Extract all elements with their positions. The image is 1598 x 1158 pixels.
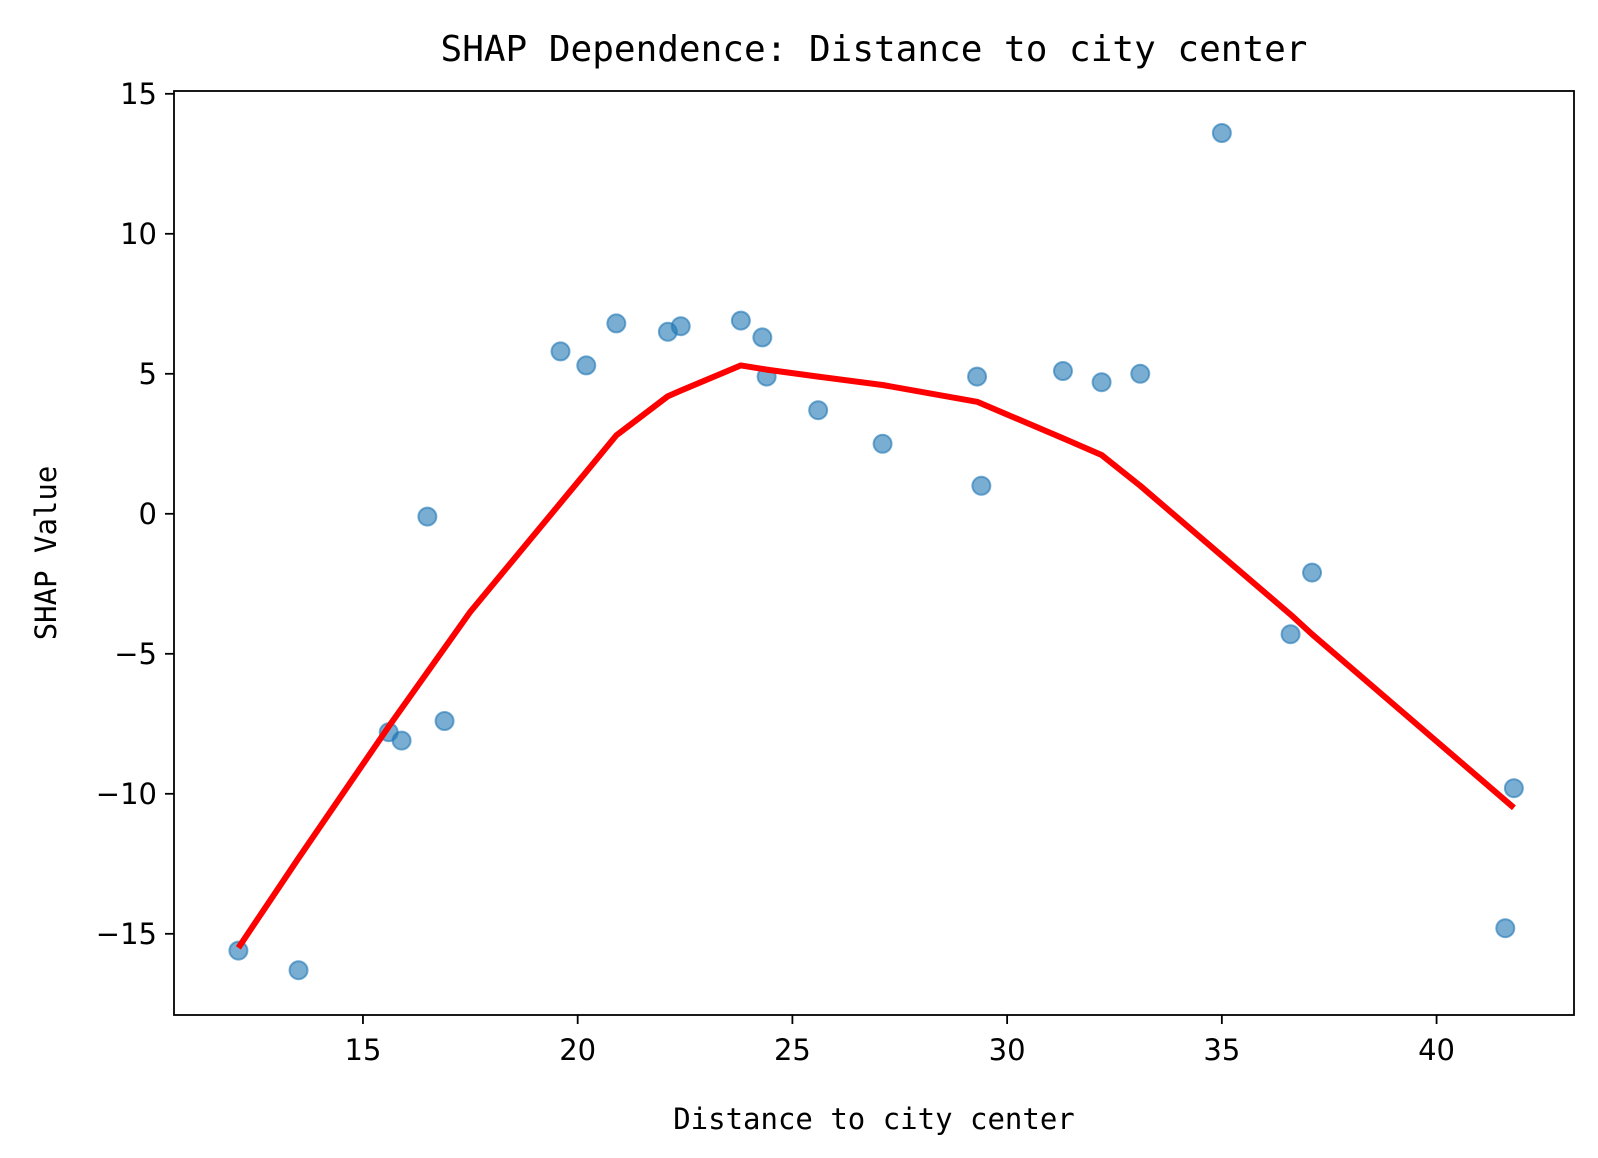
x-tick-label: 20 xyxy=(559,1033,596,1067)
data-point xyxy=(808,400,829,421)
y-tick-label: −15 xyxy=(96,917,157,951)
y-tick-label: −5 xyxy=(114,637,157,671)
data-point xyxy=(967,366,988,387)
data-point xyxy=(288,960,309,981)
data-point xyxy=(550,341,571,362)
data-point xyxy=(1503,778,1524,799)
x-tick-label: 35 xyxy=(1203,1033,1240,1067)
y-tick-label: −10 xyxy=(96,777,157,811)
x-tick-label: 15 xyxy=(345,1033,382,1067)
y-tick-label: 10 xyxy=(120,217,157,251)
plot-area xyxy=(228,123,1524,981)
x-tick-label: 40 xyxy=(1418,1033,1455,1067)
data-point xyxy=(1280,624,1301,645)
y-tick-label: 5 xyxy=(139,357,157,391)
trend-line xyxy=(235,362,1516,950)
data-point xyxy=(576,355,597,376)
scatter-points xyxy=(228,123,1524,981)
axes: 15 20 25 30 35 40 15 10 5 0 −5 −10 −15 xyxy=(96,77,1575,1067)
x-tick-label: 30 xyxy=(989,1033,1026,1067)
y-axis-label: SHAP Value xyxy=(29,466,63,641)
data-point xyxy=(872,433,893,454)
data-point xyxy=(1302,562,1323,583)
data-point xyxy=(1211,123,1232,143)
data-point xyxy=(1091,372,1112,393)
x-axis-label: Distance to city center xyxy=(673,1102,1075,1136)
data-point xyxy=(434,711,455,731)
data-point xyxy=(752,327,773,348)
data-point xyxy=(1495,918,1516,939)
data-point xyxy=(1130,363,1151,384)
data-point xyxy=(391,730,412,751)
data-point xyxy=(971,475,992,496)
y-tick-label: 15 xyxy=(120,77,157,111)
chart-title: SHAP Dependence: Distance to city center xyxy=(441,29,1308,70)
y-tick-label: 0 xyxy=(139,497,157,531)
data-point xyxy=(1052,361,1073,381)
data-point xyxy=(417,506,438,527)
data-point xyxy=(730,310,751,331)
x-tick-label: 25 xyxy=(774,1033,811,1067)
data-point xyxy=(606,313,627,334)
plot-frame xyxy=(173,90,1575,1016)
data-point xyxy=(670,316,691,337)
